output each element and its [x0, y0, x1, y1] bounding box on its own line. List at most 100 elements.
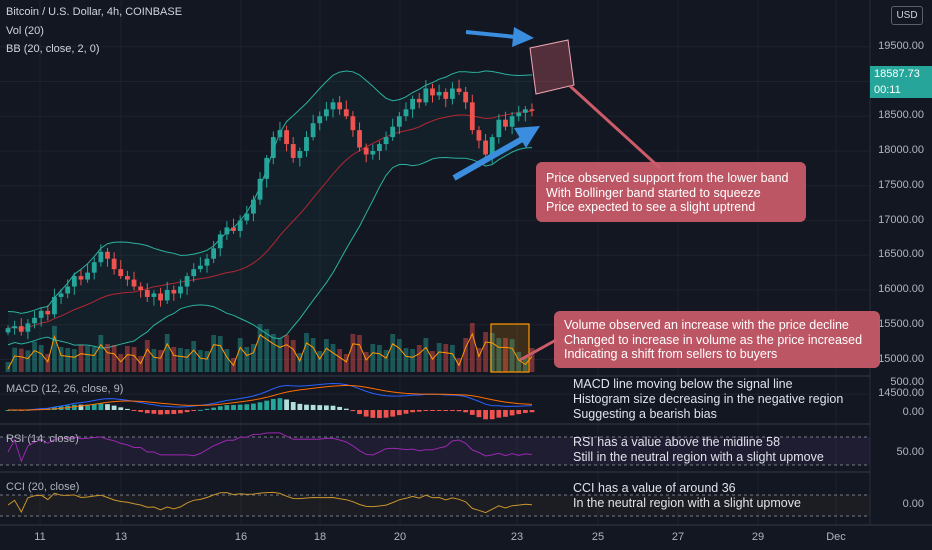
- macd-histogram-bar: [158, 410, 163, 415]
- candle: [197, 257, 203, 273]
- macd-histogram-bar: [430, 410, 435, 411]
- bb-callout-line-1: Price observed support from the lower ba…: [546, 171, 789, 185]
- volume-bar: [529, 348, 535, 372]
- volume-bar: [284, 335, 289, 372]
- candle: [25, 319, 31, 340]
- volume-bar: [463, 338, 469, 372]
- candle: [430, 83, 435, 103]
- candle: [496, 114, 502, 144]
- macd-histogram-bar: [310, 404, 316, 410]
- rsi-tick-50: 50.00: [896, 446, 924, 458]
- macd-histogram-bar: [396, 410, 402, 416]
- candle: [32, 310, 37, 329]
- macd-tick-0: 0.00: [902, 406, 924, 418]
- macd-label[interactable]: MACD (12, 26, close, 9): [6, 383, 124, 395]
- symbol-title[interactable]: Bitcoin / U.S. Dollar, 4h, COINBASE: [6, 6, 183, 18]
- volume-bar: [483, 332, 488, 372]
- candle: [178, 279, 183, 299]
- candle: [396, 111, 402, 135]
- macd-histogram-bar: [184, 410, 190, 413]
- candle: [38, 307, 44, 327]
- volume-bar: [436, 343, 442, 372]
- macd-histogram-bar: [244, 404, 250, 410]
- macd-histogram-bar: [423, 410, 429, 411]
- currency-button[interactable]: USD: [891, 6, 923, 25]
- macd-histogram-bar: [164, 410, 170, 415]
- bollinger-indicator-label[interactable]: BB (20, close, 2, 0): [6, 43, 100, 55]
- volume-bar: [277, 338, 283, 372]
- time-tick: 16: [234, 531, 248, 543]
- macd-histogram-bar: [251, 403, 256, 410]
- price-tick: 17500.00: [878, 178, 924, 191]
- macd-histogram-bar: [71, 404, 77, 410]
- volume-callout: Volume observed an increase with the pri…: [554, 311, 880, 368]
- candle: [317, 111, 323, 131]
- macd-histogram-bar: [171, 410, 177, 415]
- macd-histogram-bar: [390, 410, 396, 417]
- candle: [224, 221, 230, 240]
- volume-bar: [410, 349, 416, 372]
- macd-histogram-bar: [469, 410, 475, 415]
- candle: [450, 82, 455, 105]
- volume-highlight-box[interactable]: [490, 323, 530, 373]
- projection-box[interactable]: [529, 39, 575, 95]
- volume-bar: [403, 348, 409, 372]
- macd-histogram-bar: [211, 407, 217, 410]
- macd-histogram-bar: [317, 405, 323, 410]
- macd-histogram-bar: [304, 404, 309, 410]
- volume-bar: [257, 324, 263, 372]
- volume-bar: [38, 345, 44, 372]
- macd-note: MACD line moving below the signal line H…: [573, 377, 843, 422]
- time-tick: 11: [34, 531, 46, 543]
- volume-bar: [270, 334, 276, 372]
- candle: [118, 260, 124, 279]
- candle: [403, 102, 409, 122]
- cci-band: [0, 495, 870, 516]
- cci-note-line-2: In the neutral region with a slight upmo…: [573, 496, 801, 510]
- volume-bar: [58, 347, 64, 372]
- volume-bar: [111, 345, 117, 372]
- candle: [443, 88, 449, 108]
- candle: [297, 147, 303, 167]
- candle: [131, 271, 137, 291]
- volume-bar: [496, 338, 502, 372]
- cci-label[interactable]: CCI (20, close): [6, 481, 80, 493]
- candle: [184, 272, 190, 295]
- macd-histogram-bar: [257, 402, 263, 410]
- macd-histogram-bar: [78, 404, 84, 410]
- macd-histogram-bar: [151, 410, 157, 414]
- macd-histogram-bar: [529, 410, 535, 413]
- volume-bar: [357, 335, 362, 372]
- price-tick: 17000.00: [878, 213, 924, 226]
- volume-indicator-label[interactable]: Vol (20): [6, 25, 44, 37]
- volume-bar: [98, 335, 104, 372]
- macd-histogram-bar: [370, 410, 376, 418]
- macd-histogram-bar: [124, 408, 130, 410]
- candle: [529, 103, 535, 117]
- candle: [231, 218, 236, 234]
- candle: [151, 290, 157, 306]
- candle: [323, 101, 329, 121]
- price-tick: 19500.00: [878, 39, 924, 52]
- macd-histogram-bar: [217, 406, 223, 410]
- time-tick: 20: [393, 531, 407, 543]
- volume-bar: [383, 350, 389, 372]
- drawings: [452, 27, 662, 373]
- time-tick: 18: [313, 531, 327, 543]
- candle: [52, 288, 57, 318]
- candle: [463, 86, 469, 110]
- volume-bar: [211, 335, 217, 372]
- candle: [284, 125, 289, 152]
- volume-callout-line-2: Changed to increase in volume as the pri…: [564, 332, 863, 347]
- candle: [105, 247, 110, 267]
- volume-bar: [144, 340, 150, 372]
- candle: [277, 122, 283, 141]
- macd-histogram-bar: [483, 410, 488, 420]
- rsi-label[interactable]: RSI (14, close): [6, 433, 79, 445]
- volume-callout-connector: [519, 338, 557, 362]
- volume-bar: [317, 351, 323, 372]
- price-tick: 16500.00: [878, 248, 924, 261]
- macd-histogram-bar: [489, 410, 495, 420]
- volume-bar: [330, 344, 336, 372]
